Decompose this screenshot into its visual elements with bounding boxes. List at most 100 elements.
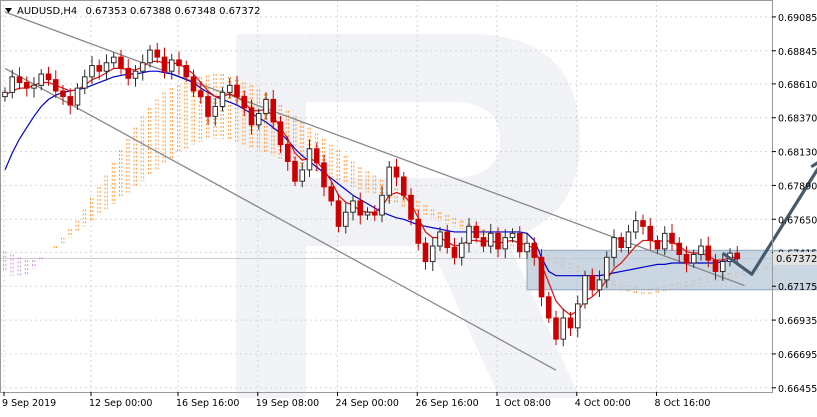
candle-body (241, 96, 248, 109)
candle-body (466, 225, 472, 244)
candle (625, 224, 632, 254)
candle (560, 308, 567, 347)
candle-body (690, 254, 697, 264)
candle (531, 237, 538, 266)
candle (118, 49, 124, 75)
candle-body (632, 220, 639, 233)
candle (197, 81, 204, 104)
candle-body (132, 70, 139, 79)
candle (408, 188, 414, 226)
candle-body (176, 59, 182, 67)
y-tick-label: 0.67890 (778, 181, 817, 192)
candle-body (553, 317, 559, 340)
candle (52, 70, 59, 99)
candle (574, 295, 581, 338)
x-tick-label: 19 Sep 08:00 (256, 398, 319, 409)
candle (270, 89, 277, 130)
candle-body (284, 144, 291, 162)
candle (103, 54, 110, 81)
candle-body (342, 211, 349, 227)
candle (611, 229, 617, 267)
candle-body (596, 279, 603, 291)
candle (212, 98, 219, 126)
candle-body (618, 237, 625, 248)
candle-body (429, 245, 436, 263)
candle (292, 156, 298, 187)
candle (335, 193, 342, 233)
candle (712, 254, 719, 280)
candle-body (205, 96, 211, 117)
candle-body (654, 239, 661, 250)
candle (74, 83, 81, 110)
candle (38, 69, 45, 91)
plot-frame (0, 0, 773, 393)
candle (690, 249, 697, 268)
candle (313, 142, 320, 172)
candle (45, 66, 52, 86)
candle (263, 92, 269, 120)
candle (2, 87, 8, 102)
candle-body (2, 91, 8, 98)
candle-body (567, 317, 574, 329)
candle (524, 233, 530, 259)
candle (96, 59, 103, 80)
candle-body (400, 176, 407, 196)
candle (147, 45, 153, 68)
candle (553, 310, 559, 346)
candle-body (524, 242, 530, 253)
candle-body (531, 242, 538, 258)
candle (342, 202, 349, 234)
channel-lower-line (4, 67, 557, 371)
candle (183, 60, 190, 82)
x-tick-label: 1 Oct 08:00 (495, 398, 551, 409)
candle (676, 237, 683, 263)
support-zone-rect (526, 249, 817, 291)
candle-body (393, 166, 400, 178)
candle-body (640, 220, 646, 227)
candle-body (248, 107, 255, 126)
candle-body (335, 200, 342, 227)
candle (654, 235, 661, 254)
candle-body (422, 242, 429, 263)
triangle-down-icon[interactable] (5, 8, 12, 13)
candle-body (509, 232, 516, 239)
candle-body (60, 90, 66, 98)
candle (226, 78, 233, 99)
candle-body (560, 317, 567, 340)
candle (364, 207, 371, 220)
candle (705, 236, 712, 268)
candle (16, 67, 23, 90)
candlesticks (2, 42, 741, 347)
candle-body (676, 242, 683, 256)
candle-body (313, 148, 320, 164)
candle (698, 238, 704, 261)
x-tick-label: 16 Sep 16:00 (176, 398, 239, 409)
candle-body (74, 87, 81, 106)
candle (350, 194, 356, 221)
candle (23, 76, 30, 97)
candle (466, 217, 472, 253)
y-tick-label: 0.66455 (778, 384, 817, 395)
candle-body (408, 194, 414, 220)
candle (487, 223, 494, 254)
candle-body (212, 105, 219, 117)
candle (545, 291, 552, 323)
candle-body (437, 231, 443, 247)
candle (632, 211, 639, 240)
candle-body (125, 67, 132, 79)
candle-body (183, 65, 190, 78)
candle (415, 209, 422, 251)
candle (589, 268, 596, 296)
candle (248, 99, 255, 135)
candle (437, 227, 443, 251)
candle (567, 311, 574, 337)
candle (306, 139, 313, 178)
candle (669, 223, 675, 251)
candle-body (31, 84, 37, 89)
candle-body (661, 232, 668, 250)
y-tick-label: 0.68130 (778, 148, 817, 159)
candle-body (118, 56, 124, 69)
candle-body (538, 256, 545, 298)
candle (89, 56, 95, 85)
